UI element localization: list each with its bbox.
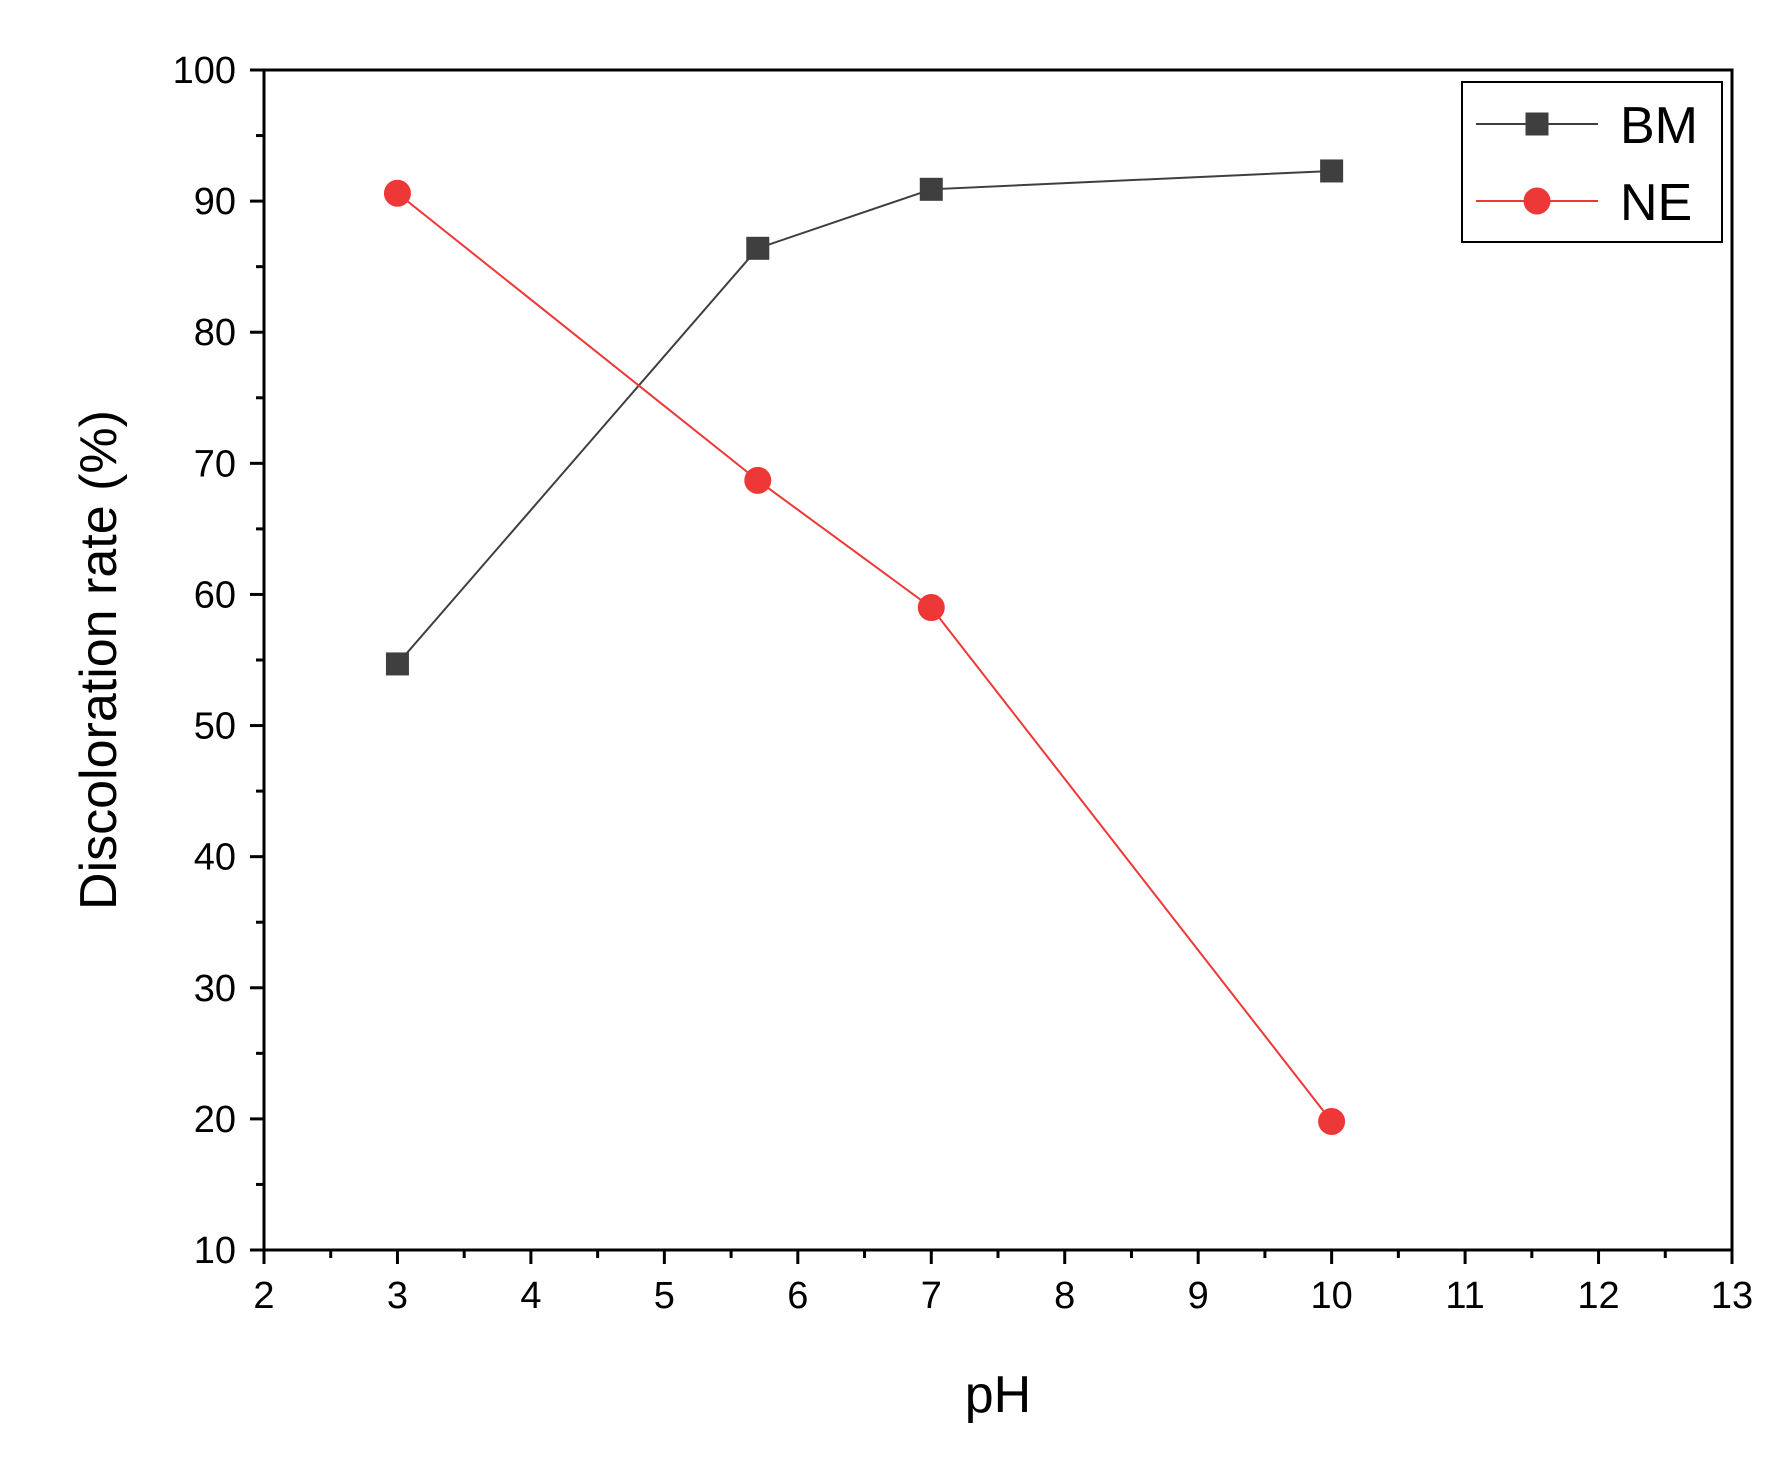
legend-item-bm: BM [1476,97,1698,155]
x-tick-label: 7 [921,1275,942,1317]
series-layer [383,159,1346,1136]
y-tick-label: 30 [194,968,236,1010]
y-tick-label: 60 [194,574,236,616]
data-point-bm [746,236,770,260]
series-bm [385,159,1344,676]
y-tick-label: 20 [194,1099,236,1141]
data-point-bm [385,652,409,676]
y-tick-label: 100 [173,50,236,92]
legend-box [1461,81,1723,243]
axes: 2 3 4 5 6 7 8 9 10 11 12 13 10 20 30 40 50 60 70 80 90 100 [173,50,1754,1317]
x-tick-label: 2 [253,1275,274,1317]
data-point-bm [1525,112,1549,136]
data-point-ne [383,179,411,207]
legend-label: NE [1620,174,1692,232]
x-tick-label: 10 [1310,1275,1352,1317]
x-axis-title: pH [965,1366,1031,1424]
x-tick-label: 5 [654,1275,675,1317]
y-tick-label: 50 [194,706,236,748]
y-tick-label: 70 [194,443,236,485]
x-tick-label: 9 [1188,1275,1209,1317]
data-point-bm [1320,159,1344,183]
data-point-ne [917,594,945,622]
x-tick-label: 13 [1711,1275,1753,1317]
series-line-bm [396,169,1332,665]
y-tick-label: 10 [194,1230,236,1272]
x-tick-label: 6 [787,1275,808,1317]
plot-frame [262,68,1734,1252]
y-tick-label: 90 [194,181,236,223]
data-point-bm [919,177,943,201]
x-tick-label: 3 [387,1275,408,1317]
x-tick-label: 12 [1577,1275,1619,1317]
legend: BM NE [1461,81,1723,243]
data-point-ne [1318,1108,1346,1136]
series-ne [383,179,1346,1136]
data-point-ne [744,466,772,494]
y-tick-label: 80 [194,312,236,354]
y-axis-title: Discoloration rate (%) [70,410,128,910]
series-line-ne [396,192,1333,1123]
x-tick-label: 4 [520,1275,541,1317]
x-tick-label: 8 [1054,1275,1075,1317]
legend-label: BM [1620,97,1698,155]
y-tick-label: 40 [194,837,236,879]
x-tick-label: 11 [1445,1275,1484,1317]
data-point-ne [1523,187,1551,215]
legend-item-ne: NE [1476,174,1692,232]
